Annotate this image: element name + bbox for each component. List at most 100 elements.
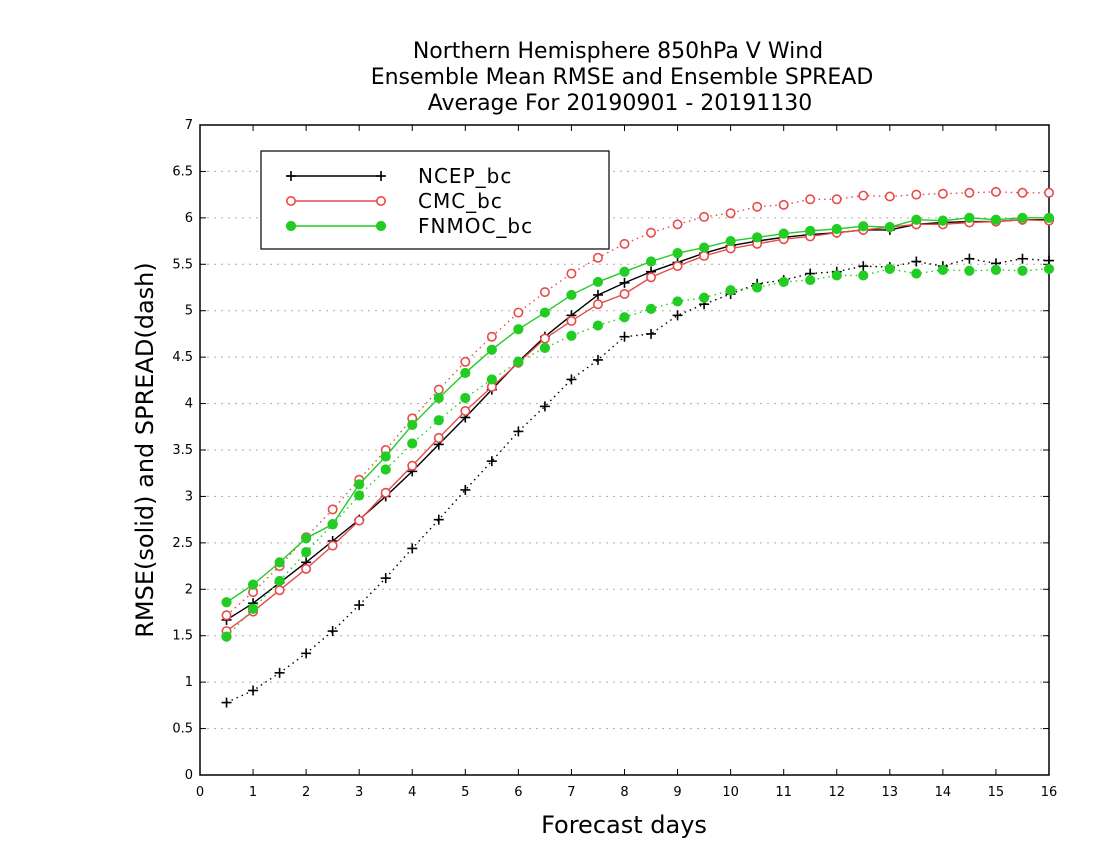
- x-tick-label: 10: [722, 785, 739, 800]
- spread-point: [407, 543, 418, 554]
- spread-point: [354, 490, 365, 501]
- rmse-point: [327, 519, 338, 530]
- rmse-point: [354, 479, 365, 490]
- y-tick-label: 4: [185, 397, 193, 412]
- rmse-point: [884, 222, 895, 233]
- title-line-1: Northern Hemisphere 850hPa V Wind: [413, 39, 823, 64]
- rmse-line-FNMOC_bc: [226, 217, 1049, 603]
- rmse-point: [725, 235, 736, 247]
- rmse-point: [247, 579, 259, 590]
- rmse-point: [274, 585, 285, 596]
- spread-point: [858, 270, 869, 281]
- spread-point: [327, 504, 338, 515]
- rmse-point: [566, 315, 577, 326]
- rmse-point: [433, 432, 444, 443]
- rmse-point: [592, 289, 603, 300]
- spread-point: [274, 575, 285, 587]
- x-axis-label: Forecast days: [541, 811, 707, 839]
- spread-point: [884, 191, 895, 202]
- spread-point: [513, 307, 524, 318]
- x-tick-label: 9: [673, 785, 681, 800]
- y-tick-label: 1.5: [172, 629, 193, 644]
- rmse-point: [380, 487, 391, 498]
- title-line-2: Ensemble Mean RMSE and Ensemble SPREAD: [371, 65, 874, 90]
- spread-point: [964, 265, 975, 276]
- legend-entry: NCEP_bc: [286, 164, 512, 188]
- rmse-point: [433, 392, 444, 404]
- y-tick-label: 6.5: [172, 164, 193, 179]
- spread-point: [407, 438, 418, 449]
- rmse-point: [407, 460, 418, 471]
- spread-point: [247, 603, 259, 614]
- legend-label: NCEP_bc: [418, 164, 512, 188]
- rmse-point: [539, 307, 551, 318]
- rmse-line-CMC_bc: [226, 219, 1050, 632]
- legend-entry: CMC_bc: [285, 189, 502, 213]
- rmse-point: [460, 405, 471, 416]
- spread-point: [831, 194, 842, 205]
- spread-point: [858, 190, 869, 201]
- spread-point: [990, 186, 1001, 197]
- spread-point: [433, 514, 444, 525]
- spread-point: [1043, 263, 1055, 275]
- legend-box: [260, 150, 610, 250]
- plot-frame: [199, 124, 1050, 776]
- spread-point: [539, 342, 551, 353]
- spread-point: [566, 374, 577, 385]
- legend-marker: [376, 171, 386, 181]
- spread-point: [380, 464, 391, 475]
- spread-point: [619, 312, 630, 323]
- grid: [200, 170, 1049, 730]
- series-layer: [221, 186, 1055, 708]
- spread-line-FNMOC_bc: [226, 268, 1050, 638]
- rmse-point: [1043, 212, 1055, 223]
- spread-point: [884, 263, 895, 275]
- y-tick-label: 1: [185, 675, 193, 690]
- legend-marker: [375, 220, 387, 232]
- x-tick-label: 5: [461, 785, 469, 800]
- spread-point: [672, 296, 683, 307]
- rmse-line-NCEP_bc: [226, 219, 1049, 621]
- rmse-point: [911, 214, 922, 225]
- spread-point: [566, 330, 577, 341]
- spread-point: [301, 648, 312, 659]
- spread-point: [858, 261, 869, 272]
- rmse-point: [619, 277, 630, 288]
- rmse-point: [646, 272, 657, 283]
- spread-point: [486, 456, 497, 467]
- spread-point: [778, 199, 789, 210]
- spread-point: [592, 354, 603, 365]
- chart-title: Northern Hemisphere 850hPa V Wind Ensemb…: [371, 39, 874, 116]
- rmse-point: [380, 451, 391, 462]
- spread-point: [1017, 253, 1028, 264]
- x-tick-label: 15: [988, 785, 1005, 800]
- rmse-point: [1017, 212, 1028, 223]
- rmse-point: [645, 256, 657, 267]
- legend-marker: [285, 196, 296, 207]
- spread-point: [672, 219, 683, 230]
- spread-point: [539, 287, 550, 298]
- spread-point: [274, 667, 285, 678]
- legend-marker: [285, 220, 297, 232]
- y-axis-label: RMSE(solid) and SPREAD(dash): [131, 262, 159, 638]
- x-tick-label: 1: [249, 785, 257, 800]
- spread-point: [460, 356, 471, 367]
- spread-point: [380, 573, 391, 584]
- title-line-3: Average For 20190901 - 20191130: [428, 91, 813, 116]
- x-tick-label: 11: [775, 785, 792, 800]
- x-tick-label: 16: [1041, 785, 1058, 800]
- spread-point: [539, 401, 550, 412]
- spread-point: [513, 426, 524, 437]
- spread-point: [592, 320, 604, 331]
- rmse-point: [592, 276, 604, 288]
- spread-point: [805, 194, 816, 205]
- rmse-point: [619, 266, 630, 277]
- rmse-point: [619, 288, 630, 299]
- spread-point: [831, 270, 842, 281]
- spread-point: [619, 331, 630, 342]
- series-NCEP_bc: [221, 214, 1054, 708]
- axes: 00.511.522.533.544.555.566.570 1 2 3 4 5 6 7 8 9 1…: [172, 118, 1057, 800]
- spread-line-CMC_bc: [226, 191, 1049, 616]
- spread-point: [619, 238, 630, 249]
